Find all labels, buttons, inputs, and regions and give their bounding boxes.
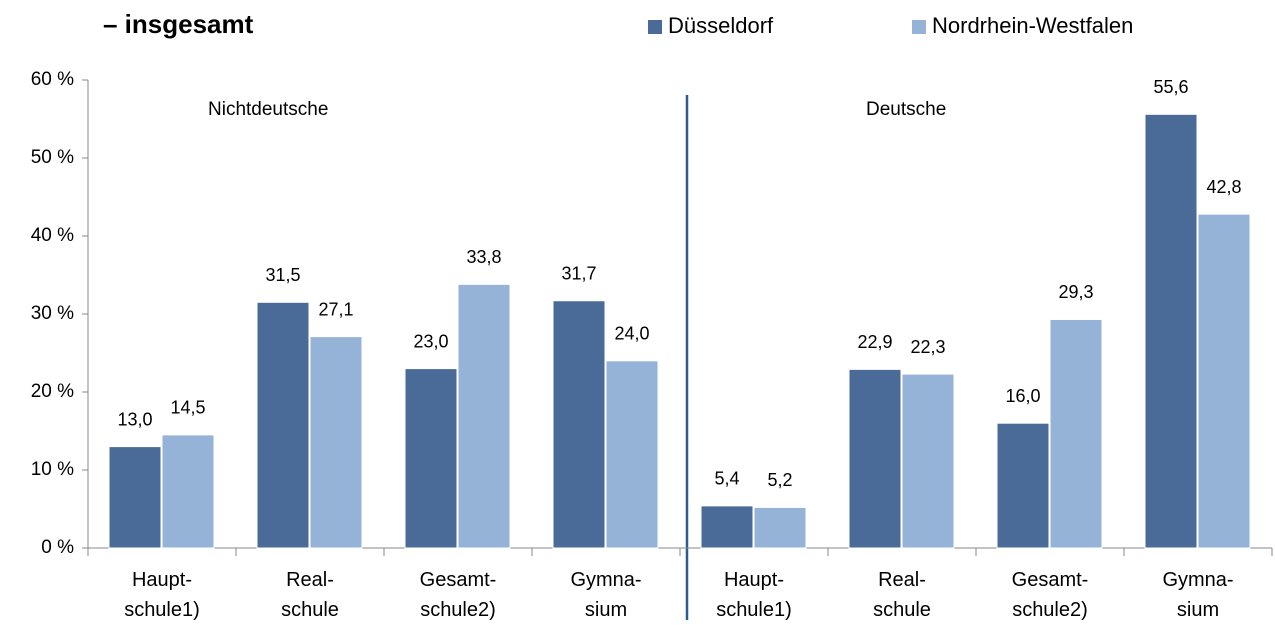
x-tick-label: Gesamt- schule2): [419, 569, 497, 621]
bar: [1144, 113, 1198, 549]
value-label: 31,7: [561, 263, 596, 283]
x-tick-label: Gesamt- schule2): [1011, 569, 1089, 621]
y-tick-label: 0 %: [41, 537, 74, 558]
bar: [552, 300, 606, 549]
value-label: 22,3: [910, 337, 945, 357]
value-label: 29,3: [1058, 282, 1093, 302]
y-tick-label: 20 %: [31, 381, 74, 402]
group-label: Deutsche: [866, 99, 946, 120]
bar: [404, 368, 458, 549]
bar: [1049, 318, 1103, 549]
value-label: 42,8: [1206, 177, 1241, 197]
y-tick-label: 40 %: [31, 225, 74, 246]
y-tick-label: 60 %: [31, 69, 74, 90]
x-tick-label: Haupt- schule1): [124, 569, 200, 621]
bar: [848, 368, 902, 549]
value-label: 16,0: [1005, 386, 1040, 406]
bar: [256, 301, 310, 549]
group-label: Nichtdeutsche: [208, 99, 328, 120]
bar: [1197, 213, 1251, 549]
legend-swatch: [912, 20, 926, 34]
legend-label: Nordrhein-Westfalen: [932, 13, 1133, 38]
bar: [901, 373, 955, 549]
value-label: 31,5: [265, 265, 300, 285]
legend-swatch: [648, 20, 662, 34]
value-label: 55,6: [1153, 77, 1188, 97]
chart-title: – insgesamt: [103, 9, 254, 39]
bar: [457, 283, 511, 549]
value-label: 5,2: [767, 470, 792, 490]
value-label: 14,5: [170, 398, 205, 418]
y-tick-label: 10 %: [31, 459, 74, 480]
bar: [108, 446, 162, 549]
value-label: 22,9: [857, 332, 892, 352]
value-label: 23,0: [413, 331, 448, 351]
x-tick-label: Gymna- sium: [1162, 569, 1234, 621]
value-label: 5,4: [714, 469, 739, 489]
bar: [161, 434, 215, 549]
y-tick-label: 50 %: [31, 147, 74, 168]
value-label: 13,0: [117, 409, 152, 429]
legend-label: Düsseldorf: [668, 13, 774, 38]
bar: [309, 336, 363, 549]
y-tick-label: 30 %: [31, 303, 74, 324]
x-tick-label: Real- schule: [873, 569, 931, 621]
x-tick-label: Real- schule: [281, 569, 339, 621]
bar: [605, 360, 659, 549]
value-label: 27,1: [318, 299, 353, 319]
x-tick-label: Haupt- schule1): [716, 569, 792, 621]
bar: [753, 506, 807, 549]
bar: [700, 505, 754, 549]
bar: [996, 422, 1050, 549]
value-label: 24,0: [614, 324, 649, 344]
value-label: 33,8: [466, 247, 501, 267]
x-tick-label: Gymna- sium: [570, 569, 642, 621]
